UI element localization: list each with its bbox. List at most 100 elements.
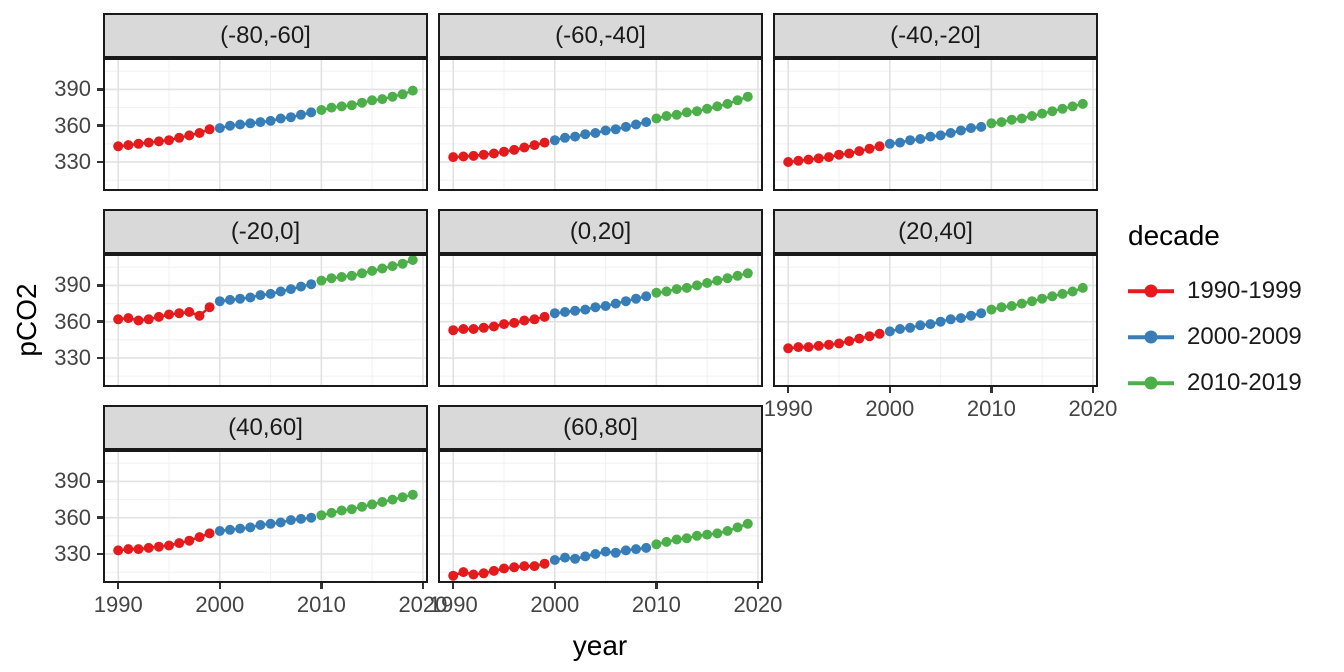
data-point — [407, 255, 418, 265]
legend-item: 2010-2019 — [1128, 360, 1302, 406]
y-tick-mark — [97, 284, 103, 287]
y-tick-mark — [97, 480, 103, 483]
data-point — [539, 137, 550, 148]
data-point — [874, 141, 885, 152]
facet-panel — [773, 58, 1098, 191]
data-point — [702, 278, 713, 288]
legend-key-icon — [1128, 372, 1174, 394]
facet-panel — [103, 58, 428, 191]
data-point — [1067, 101, 1078, 112]
y-tick-label: 390 — [54, 76, 91, 102]
decade-line — [118, 128, 211, 148]
data-point — [631, 544, 641, 555]
data-point — [712, 528, 723, 539]
data-point — [722, 526, 733, 536]
data-point — [844, 336, 855, 347]
data-point — [1027, 296, 1037, 307]
data-point — [194, 532, 205, 543]
data-point — [610, 298, 621, 309]
x-tick-mark — [888, 387, 892, 393]
data-point — [346, 504, 357, 515]
data-point — [600, 125, 611, 136]
facet-strip: (-80,-60] — [103, 13, 428, 58]
data-point — [742, 268, 753, 279]
data-point — [966, 123, 976, 134]
data-point — [458, 151, 469, 162]
data-point — [823, 152, 834, 163]
data-point — [214, 296, 225, 307]
data-point — [722, 273, 733, 284]
y-tick-mark — [97, 124, 103, 127]
data-point — [235, 523, 246, 534]
facet-strip: (-60,-40] — [438, 13, 763, 58]
data-point — [367, 499, 378, 510]
legend-item-label: 2000-2009 — [1187, 323, 1302, 350]
data-point — [143, 314, 154, 325]
x-tick-label: 2020 — [398, 592, 448, 617]
data-point — [214, 123, 225, 134]
data-point — [864, 331, 875, 342]
y-tick-label: 330 — [54, 540, 91, 566]
data-point — [783, 343, 794, 354]
data-point — [509, 562, 520, 573]
data-point — [610, 124, 621, 135]
data-point — [549, 555, 560, 565]
data-point — [245, 292, 256, 303]
x-tick-label: 2000 — [865, 396, 915, 421]
facet-panel — [438, 254, 763, 387]
decade-line — [321, 493, 414, 517]
data-point — [204, 302, 215, 313]
data-point — [164, 309, 174, 320]
decade-line — [991, 102, 1084, 125]
legend-key-icon — [1128, 280, 1174, 302]
data-point — [478, 568, 489, 579]
decade-line — [991, 286, 1084, 311]
data-point — [245, 522, 256, 533]
data-point — [397, 492, 408, 503]
data-point — [793, 342, 804, 353]
data-point — [235, 293, 246, 304]
data-point — [945, 314, 956, 325]
data-point — [692, 280, 702, 291]
data-point — [692, 530, 702, 541]
data-point — [113, 314, 124, 325]
data-point — [935, 316, 946, 327]
data-point — [194, 128, 205, 138]
x-tick-label: 2010 — [296, 592, 346, 617]
data-point — [225, 294, 235, 305]
data-point — [407, 489, 418, 500]
data-point — [143, 542, 154, 553]
data-point — [336, 272, 347, 282]
data-point — [884, 326, 895, 337]
facet-panel — [103, 450, 428, 583]
x-tick-label: 2010 — [966, 396, 1016, 421]
legend-key-icon — [1128, 326, 1174, 348]
data-point — [580, 304, 591, 315]
data-point — [590, 128, 601, 138]
data-point — [1057, 288, 1068, 299]
legend-item: 2000-2009 — [1128, 314, 1302, 360]
data-point — [671, 284, 682, 295]
data-point — [874, 328, 885, 339]
data-point — [367, 95, 378, 106]
data-point — [1006, 114, 1017, 125]
data-point — [214, 526, 225, 536]
data-point — [610, 547, 621, 558]
data-point — [407, 85, 418, 96]
legend-title: decade — [1128, 220, 1220, 251]
facet-strip: (0,20] — [438, 209, 763, 254]
data-point — [600, 546, 611, 557]
data-point — [915, 320, 926, 331]
data-point — [387, 91, 398, 102]
data-point — [519, 315, 530, 326]
y-axis-title: pCO2 — [11, 283, 42, 357]
facet-label: (40,60] — [228, 413, 303, 441]
x-tick-label: 2010 — [631, 592, 681, 617]
data-point — [113, 141, 124, 152]
data-point — [702, 529, 713, 540]
data-point — [966, 310, 976, 321]
facet-strip: (20,40] — [773, 209, 1098, 254]
data-point — [600, 301, 611, 311]
data-point — [245, 118, 256, 129]
